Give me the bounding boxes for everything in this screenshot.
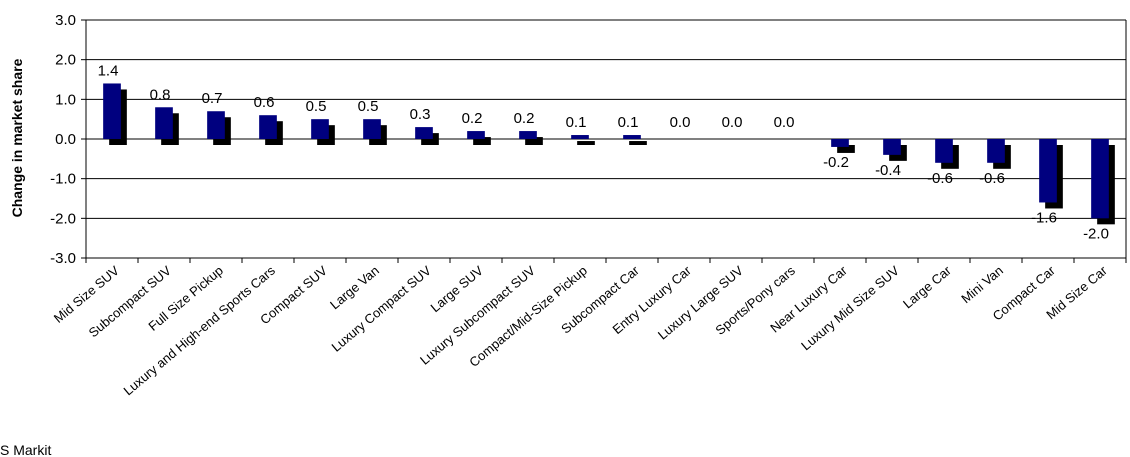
bar-shadow	[525, 137, 543, 145]
bar	[987, 139, 1005, 163]
y-axis-ticks: 3.0 2.0 1.0 0.0 -1.0 -2.0 -3.0	[50, 12, 76, 267]
data-label: -0.6	[979, 170, 1005, 187]
bar-shadow	[473, 137, 491, 145]
bar	[207, 111, 225, 139]
category-label: Luxury Mid Size SUV	[798, 263, 902, 354]
y-tick-label: -2.0	[50, 210, 76, 227]
data-label: 0.8	[150, 86, 171, 103]
data-label: 0.2	[462, 110, 483, 127]
bar	[883, 139, 901, 155]
bar	[623, 135, 641, 139]
category-label: Mini Van	[958, 263, 1006, 306]
data-label: 0.7	[202, 90, 223, 107]
data-label: 0.3	[410, 106, 431, 123]
y-axis-label: Change in market share	[9, 58, 25, 217]
bar	[415, 127, 433, 139]
data-label: 0.5	[358, 98, 379, 115]
y-tick-label: -3.0	[50, 250, 76, 267]
bar	[571, 135, 589, 139]
bar	[467, 131, 485, 139]
bar	[363, 119, 381, 139]
data-label: 1.4	[98, 62, 119, 79]
y-tick-label: 2.0	[55, 52, 76, 69]
y-tick-label: 0.0	[55, 131, 76, 148]
y-tick-label: 1.0	[55, 91, 76, 108]
bar	[1091, 139, 1109, 219]
bar	[259, 115, 277, 139]
data-label: 0.1	[618, 114, 639, 131]
bar	[155, 107, 173, 139]
data-label: 0.0	[722, 114, 743, 131]
data-label: -0.2	[823, 154, 849, 171]
data-label: 0.6	[254, 94, 275, 111]
source-note: S Markit	[0, 442, 51, 457]
bar	[935, 139, 953, 163]
category-label: Luxury Large SUV	[655, 263, 746, 343]
bar	[311, 119, 329, 139]
data-label: -2.0	[1083, 225, 1109, 242]
data-label: 0.5	[306, 98, 327, 115]
category-label: Luxury Compact SUV	[329, 263, 435, 355]
data-label: 0.0	[774, 114, 795, 131]
data-label: 0.0	[670, 114, 691, 131]
data-label: -0.4	[875, 162, 901, 179]
bar-shadow	[629, 141, 647, 145]
gridlines	[81, 19, 1127, 263]
bar	[1039, 139, 1057, 203]
bar	[103, 83, 121, 139]
data-label: 0.1	[566, 114, 587, 131]
y-tick-label: 3.0	[55, 12, 76, 29]
data-labels: 1.4 0.8 0.7 0.6 0.5 0.5 0.3 0.2 0.2 0.1 0.1 0.0 0.0 0…	[98, 62, 1109, 242]
bar-shadow	[421, 133, 439, 145]
bar	[519, 131, 537, 139]
category-label: Large Car	[900, 262, 954, 311]
y-tick-label: -1.0	[50, 171, 76, 188]
bar	[831, 139, 849, 147]
data-label: 0.2	[514, 110, 535, 127]
bar-shadow	[837, 145, 855, 153]
data-label: -1.6	[1031, 209, 1057, 226]
bar-shadow	[577, 141, 595, 145]
bars	[103, 83, 1115, 225]
data-label: -0.6	[927, 170, 953, 187]
